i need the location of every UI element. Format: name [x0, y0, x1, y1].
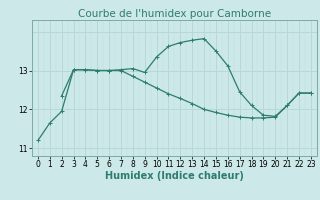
- X-axis label: Humidex (Indice chaleur): Humidex (Indice chaleur): [105, 171, 244, 181]
- Title: Courbe de l'humidex pour Camborne: Courbe de l'humidex pour Camborne: [78, 9, 271, 19]
